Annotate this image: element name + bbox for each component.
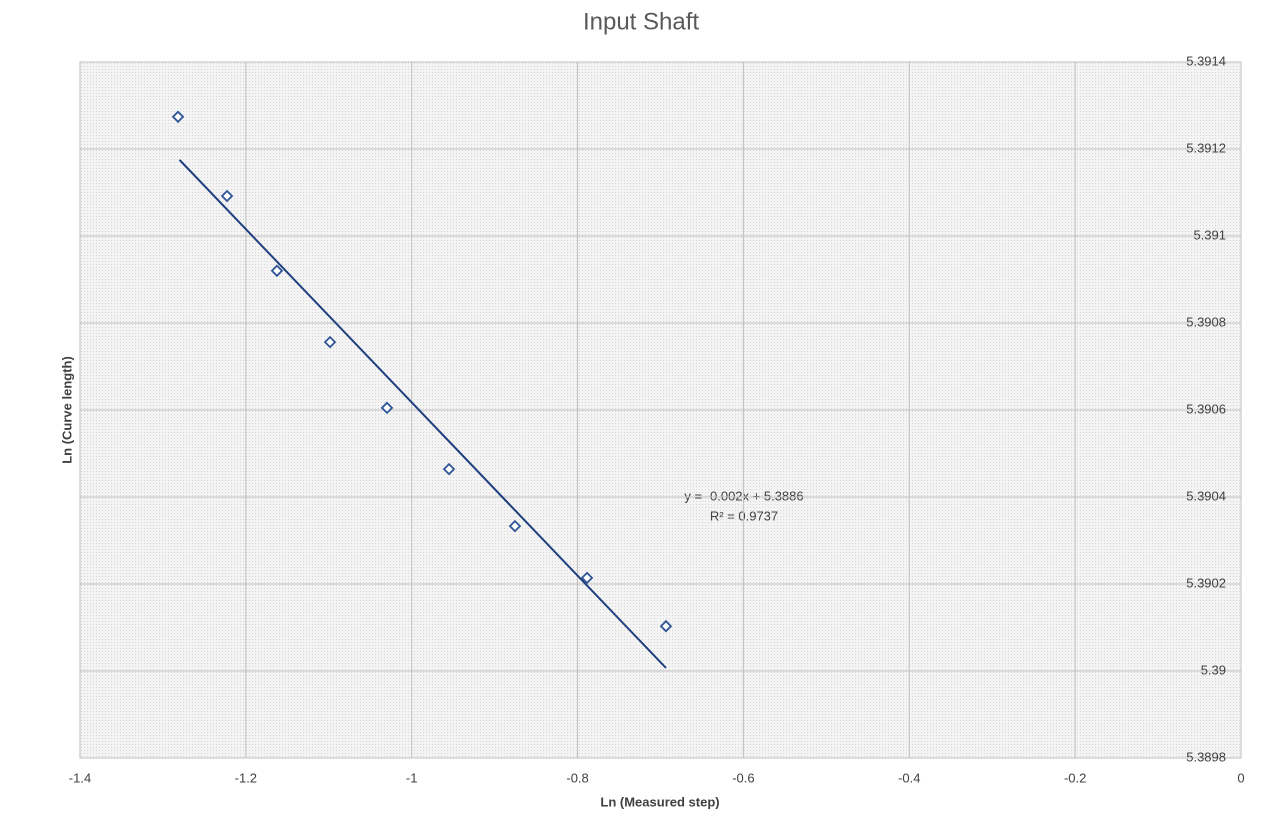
y-tick-label: 5.3906 [1186,401,1226,416]
trendline [178,159,667,669]
x-tick-label: -1.2 [235,770,257,785]
data-point [220,189,234,203]
data-point [659,619,673,633]
data-point [323,335,337,349]
data-point [580,571,594,585]
x-tick-label: -0.2 [1064,770,1086,785]
y-axis-title: Ln (Curve length) [59,356,74,464]
x-tick-label: -1 [406,770,418,785]
x-tick-label: 0 [1237,770,1244,785]
x-tick-label: -0.4 [898,770,920,785]
data-point [442,462,456,476]
data-point [171,110,185,124]
chart-title: Input Shaft [583,8,699,35]
equation-label: y = -0.002x + 5.3886 [684,488,803,503]
y-tick-label: 5.3904 [1186,488,1226,503]
y-tick-label: 5.3908 [1186,314,1226,329]
x-tick-label: -0.6 [732,770,754,785]
x-tick-label: -0.8 [566,770,588,785]
y-tick-label: 5.3914 [1186,53,1226,68]
data-point [270,264,284,278]
data-point [380,401,394,415]
r-squared-label: R² = 0.9737 [710,508,778,523]
y-tick-label: 5.3902 [1186,575,1226,590]
x-axis-title: Ln (Measured step) [600,794,719,809]
y-tick-label: 5.39 [1201,662,1226,677]
y-tick-label: 5.3898 [1186,749,1226,764]
x-tick-label: -1.4 [69,770,91,785]
y-tick-label: 5.391 [1193,227,1226,242]
data-point [508,519,522,533]
y-tick-label: 5.3912 [1186,140,1226,155]
